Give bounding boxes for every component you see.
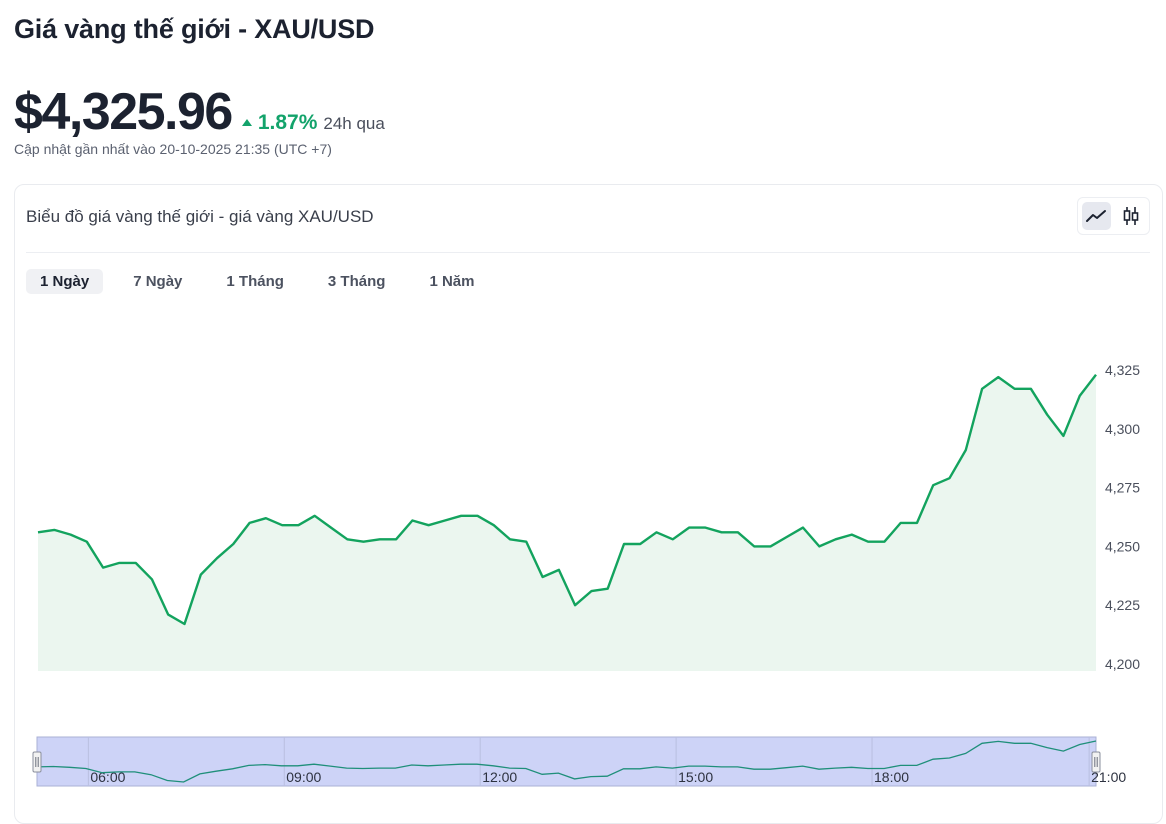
price-area [38, 374, 1096, 671]
x-tick-label: 09:00 [286, 769, 321, 785]
chart-title: Biểu đồ giá vàng thế giới - giá vàng XAU… [26, 207, 374, 226]
last-updated: Cập nhật gần nhất vào 20-10-2025 21:35 (… [14, 141, 332, 157]
navigator-handle-right[interactable] [1091, 751, 1101, 773]
range-navigator[interactable]: 06:00 09:00 12:00 15:00 18:00 21:00 [32, 736, 1126, 787]
card-divider [26, 252, 1150, 253]
x-tick-label: 15:00 [678, 769, 713, 785]
candlestick-button[interactable] [1117, 202, 1146, 230]
price-line [37, 373, 1097, 626]
price-change: 1.87% 24h qua [241, 111, 385, 135]
change-period: 24h qua [323, 114, 385, 133]
chart-type-toggle [1077, 197, 1150, 235]
main-plot [37, 373, 1097, 671]
tab-1-day[interactable]: 1 Ngày [26, 269, 104, 294]
x-tick-label: 21:00 [1091, 769, 1126, 785]
navigator-selection[interactable] [36, 736, 1097, 787]
y-tick-label: 4,300 [1105, 421, 1140, 437]
line-chart-icon [1086, 210, 1107, 222]
y-tick-label: 4,200 [1105, 656, 1140, 672]
y-tick-label: 4,275 [1105, 480, 1140, 496]
current-price: $4,325.96 [14, 83, 233, 141]
x-tick-label: 18:00 [874, 769, 909, 785]
candlestick-icon [1123, 207, 1139, 225]
y-tick-label: 4,225 [1105, 597, 1140, 613]
tab-3-months[interactable]: 3 Tháng [327, 273, 386, 290]
line-chart-button[interactable] [1082, 202, 1111, 230]
change-percent: 1.87% [257, 111, 318, 134]
period-tabs: 1 Ngày 7 Ngày 1 Tháng 3 Tháng 1 Năm [26, 269, 504, 294]
page-title: Giá vàng thế giới - XAU/USD [14, 14, 375, 44]
tab-1-month[interactable]: 1 Tháng [226, 273, 284, 290]
y-axis: 4,325 4,300 4,275 4,250 4,225 4,200 [1105, 362, 1140, 672]
x-tick-label: 12:00 [482, 769, 517, 785]
tab-1-year[interactable]: 1 Năm [429, 273, 475, 290]
y-tick-label: 4,250 [1105, 538, 1140, 554]
price-row: $4,325.96 1.87% 24h qua [14, 82, 385, 142]
arrow-up-icon [241, 119, 252, 126]
navigator-handle-left[interactable] [32, 751, 42, 773]
navigator-line [36, 740, 1097, 783]
y-tick-label: 4,325 [1105, 362, 1140, 378]
tab-7-days[interactable]: 7 Ngày [133, 273, 183, 290]
x-tick-label: 06:00 [90, 769, 125, 785]
